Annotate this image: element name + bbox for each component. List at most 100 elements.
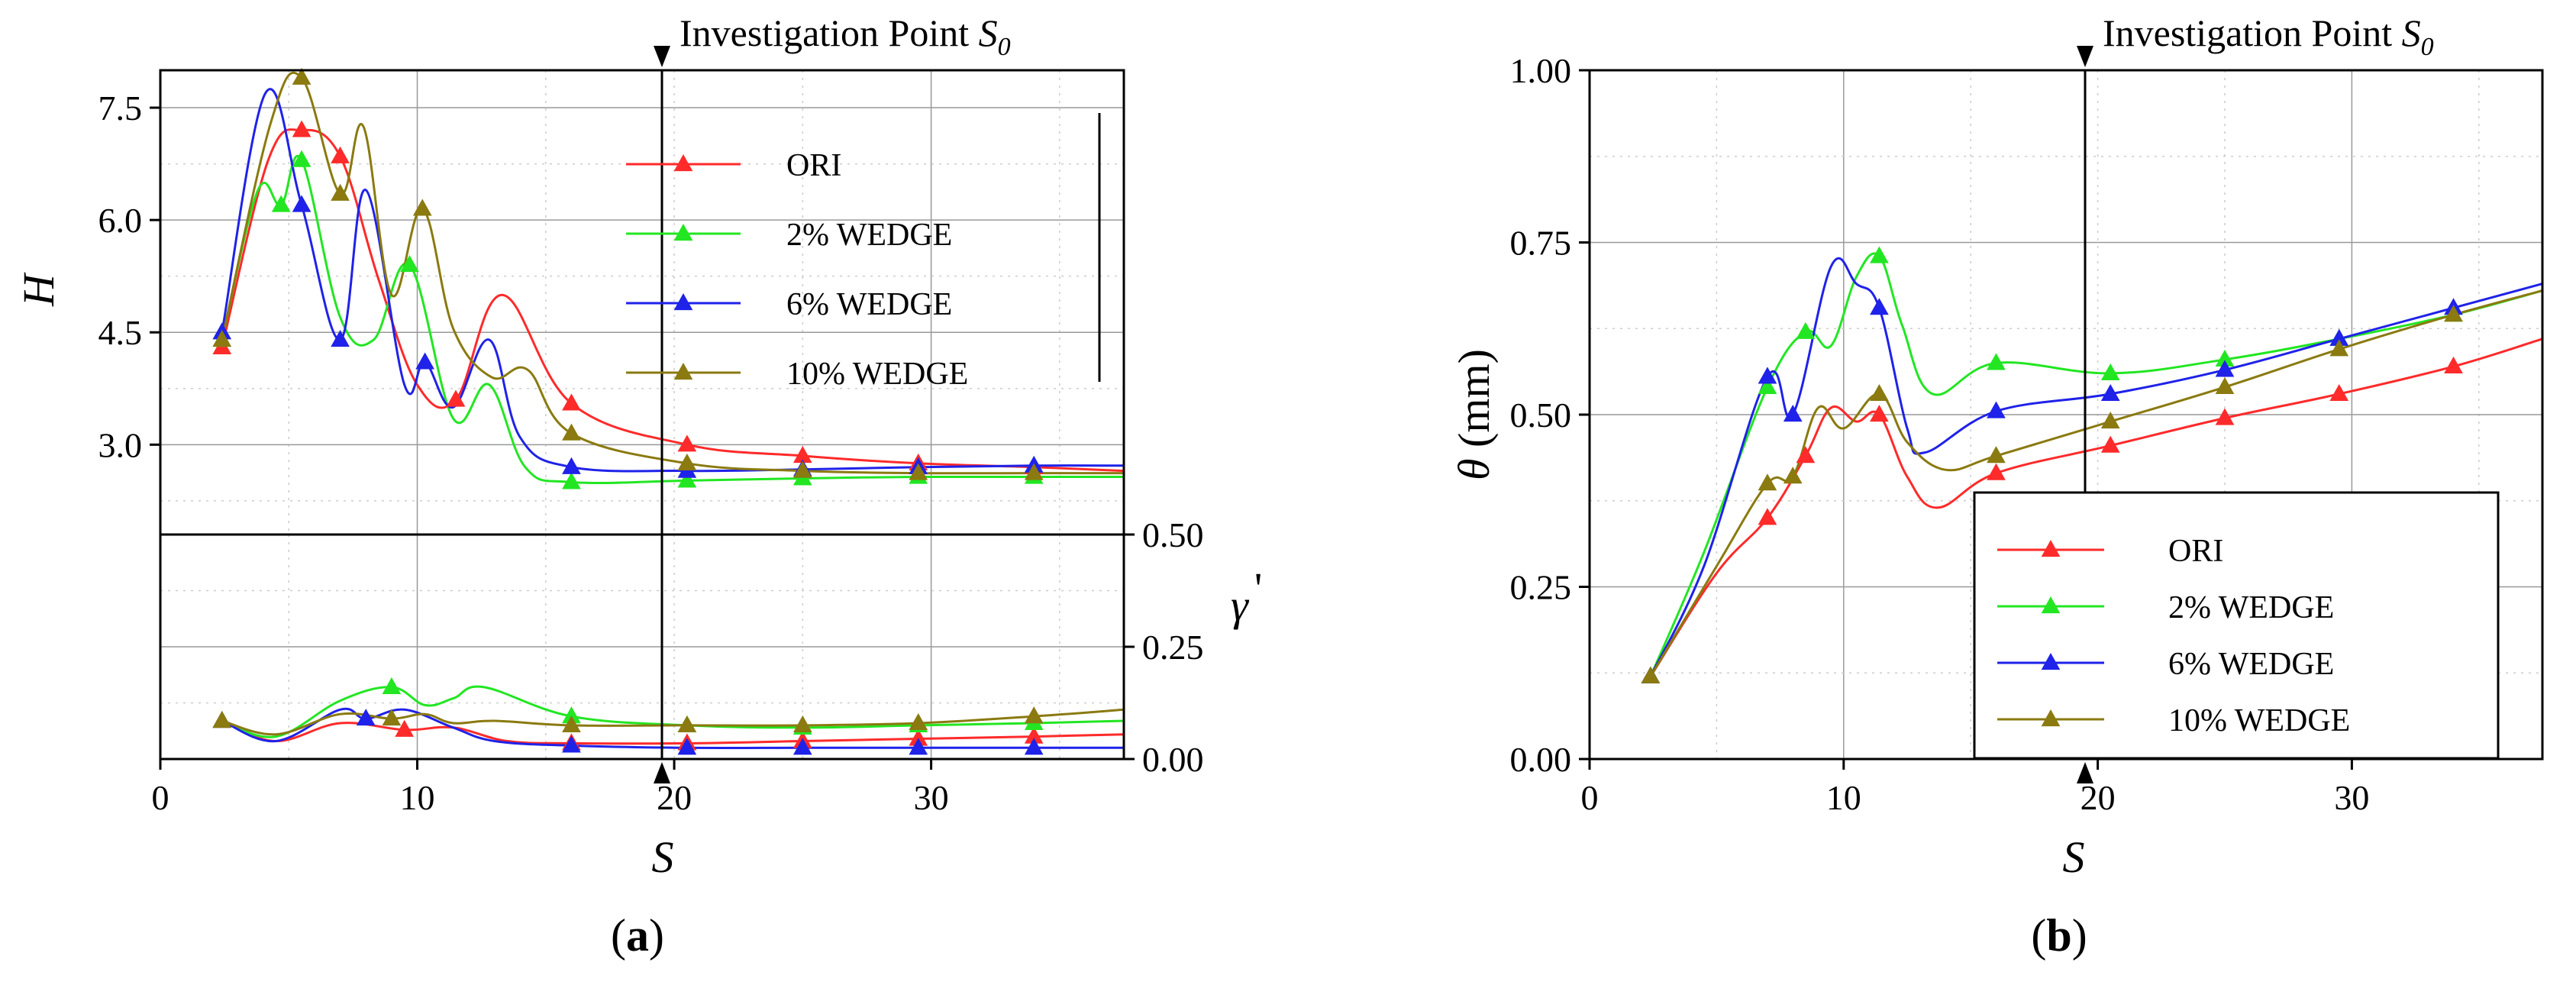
marker-a-top-2pct-wedge-6 [400,254,419,273]
marker-a-bottom-6pct-wedge-10 [909,738,928,755]
marker-b-10pct-wedge-0 [1641,666,1661,683]
legend-b: ORI 2% WEDGE 6% WEDGE 10% WEDGE [1973,491,2500,760]
marker-b-2pct-wedge-2 [1758,376,1777,395]
marker-a-top-ori-10 [792,446,812,464]
marker-a-bottom-6pct-wedge-3 [356,709,376,726]
marker-a-top-6pct-wedge-2 [292,195,312,212]
legend-b-entries: ORI 2% WEDGE 6% WEDGE 10% WEDGE [1997,534,2350,738]
investigation-arrow-top-a [654,46,670,67]
marker-b-ori-10 [2100,435,2120,453]
legend-a: ORI 2% WEDGE 6% WEDGE 10% WEDGE [626,113,1101,392]
ytick-label-a-bottom-0.50: 0.50 [1142,515,1204,554]
marker-a-top-6pct-wedge-10 [562,457,581,474]
legend-b-entries-marker-2pct-wedge [2041,596,2061,614]
legend-a-entries-marker-10pct-wedge [673,363,693,380]
series-line-a-top-2pct-wedge [221,155,1124,485]
marker-a-bottom-6pct-wedge-11 [1024,738,1044,755]
marker-a-bottom-10pct-wedge-0 [212,711,232,728]
xtick-label-a-bottom-0: 0 [152,778,169,817]
ylabel-b: θ (mm) [1449,349,1499,480]
marker-a-top-10pct-wedge-10 [562,423,581,441]
marker-a-bottom-10pct-wedge-10 [909,712,928,731]
marker-b-ori-2 [1758,508,1777,525]
panel-label-a: (a) [611,910,664,961]
legend-b-entries-marker-ori [2041,540,2061,557]
marker-b-10pct-wedge-12 [2329,339,2349,357]
ytick-label-b-0.75: 0.75 [1510,224,1572,263]
legend-a-entries-marker-ori [673,154,693,172]
legend-b-entries-label-6pct-wedge: 6% WEDGE [2168,647,2334,682]
legend-a-entries-marker-2pct-wedge [673,224,693,241]
ytick-label-b-0.00: 0.00 [1510,740,1572,779]
xtick-label-b-20: 20 [2080,778,2116,817]
marker-b-10pct-wedge-13 [2444,305,2463,322]
ylabel-a-bottom: γ ' [1231,564,1262,630]
xtick-label-a-bottom-10: 10 [400,778,435,817]
marker-a-top-ori-9 [677,434,697,452]
marker-b-2pct-wedge-6 [1870,246,1889,263]
ytick-label-b-0.25: 0.25 [1510,568,1572,607]
annotation-b: Investigation Point S0 [2103,11,2434,61]
xtick-label-b-30: 30 [2334,778,2369,817]
axis-ticks: 3.0 4.5 6.0 7.5 0 10 20 30 0.00 0.25 0.50 0 10 20 30 0.… [98,51,2370,817]
legend-b-frame [1973,491,2500,760]
marker-a-bottom-ori-10 [1024,726,1044,744]
marker-b-2pct-wedge-9 [1987,353,2006,370]
marker-b-10pct-wedge-10 [2100,412,2120,429]
xlabel-a: S [652,832,674,882]
legend-b-entries-label-2pct-wedge: 2% WEDGE [2168,590,2334,625]
marker-b-2pct-wedge-10 [2100,363,2120,380]
marker-a-bottom-10pct-wedge-9 [792,715,812,732]
grid-a-top [160,70,1124,535]
marker-a-top-10pct-wedge-14 [1024,463,1044,480]
marker-a-bottom-2pct-wedge-3 [382,677,402,695]
xlabel-b: S [2063,832,2085,882]
marker-a-bottom-10pct-wedge-8 [677,715,697,732]
marker-a-top-6pct-wedge-3 [331,330,350,347]
marker-b-10pct-wedge-11 [2215,376,2235,395]
marker-b-ori-12 [2329,383,2349,402]
marker-a-top-10pct-wedge-2 [292,67,312,85]
marker-b-ori-13 [2444,356,2463,373]
marker-a-top-2pct-wedge-11 [677,470,697,488]
marker-b-10pct-wedge-6 [1870,383,1889,402]
ytick-label-b-0.50: 0.50 [1510,396,1572,434]
series-line-a-top-ori [221,128,1125,473]
legend-a-entries-label-10pct-wedge: 10% WEDGE [786,357,968,392]
marker-a-top-10pct-wedge-0 [212,330,232,347]
marker-a-top-ori-3 [331,146,350,163]
marker-a-bottom-2pct-wedge-7 [562,706,581,724]
ytick-label-a-top-3.0: 3.0 [98,425,143,464]
series-line-b-2pct-wedge [1649,252,2543,677]
series-line-a-bottom-ori [221,719,1125,745]
legend-b-entries-label-ori: ORI [2168,534,2223,569]
marker-a-bottom-6pct-wedge-9 [792,738,812,755]
marker-b-ori-3 [1796,446,1816,464]
investigation-arrow-bottom-b [2077,762,2093,783]
marker-b-6pct-wedge-2 [1758,367,1777,384]
ytick-label-b-1.00: 1.00 [1510,51,1572,90]
marker-a-top-10pct-wedge-3 [331,183,350,201]
investigation-arrow-top-b [2077,46,2093,67]
annotation-a: Investigation Point S0 [680,11,1011,61]
xtick-label-b-10: 10 [1826,778,1861,817]
ylabel-a-top: H [14,272,63,307]
series-line-a-top-6pct-wedge [221,88,1125,473]
marker-a-bottom-10pct-wedge-7 [562,715,581,732]
marker-b-ori-11 [2215,408,2235,425]
marker-b-10pct-wedge-2 [1758,473,1777,491]
marker-a-bottom-6pct-wedge-8 [677,738,697,755]
marker-b-2pct-wedge-11 [2215,349,2235,367]
legend-b-entries-label-10pct-wedge: 10% WEDGE [2168,703,2350,738]
legend-a-entries: ORI 2% WEDGE 6% WEDGE 10% WEDGE [626,148,968,392]
legend-b-entries-marker-10pct-wedge [2041,709,2061,727]
marker-b-2pct-wedge-3 [1796,321,1816,339]
marker-a-top-10pct-wedge-6 [412,199,432,216]
marker-b-6pct-wedge-9 [1987,401,2006,418]
ytick-label-a-top-6.0: 6.0 [98,201,143,240]
marker-b-6pct-wedge-6 [1870,298,1889,315]
marker-a-top-2pct-wedge-10 [562,472,581,489]
series-line-a-bottom-2pct-wedge [221,685,1125,738]
marker-b-6pct-wedge-11 [2215,360,2235,377]
